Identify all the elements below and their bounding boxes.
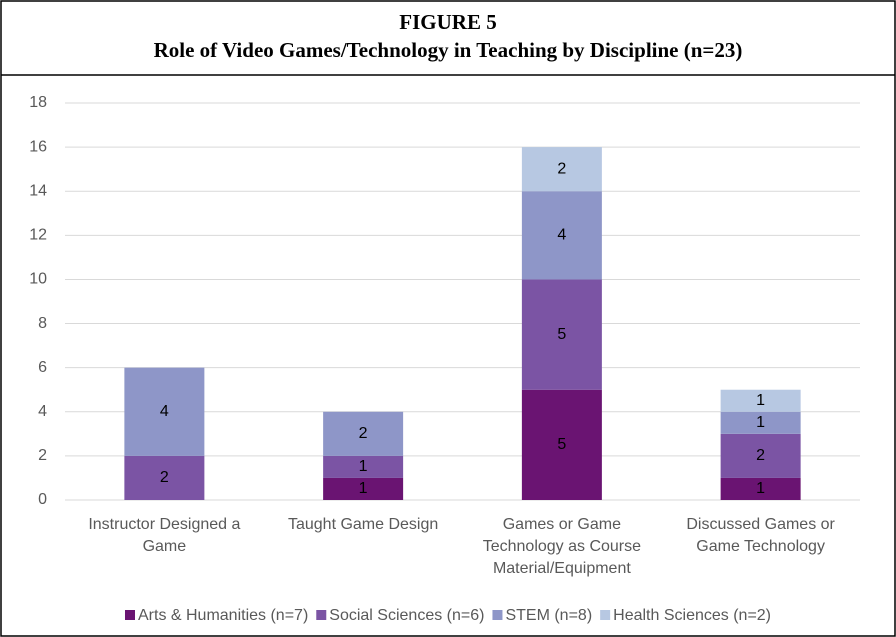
bar-segment [720, 411, 801, 434]
data-label: 4 [160, 403, 169, 420]
data-label: 2 [756, 447, 765, 464]
data-label: 1 [756, 480, 765, 497]
bar-segment [521, 389, 602, 500]
legend-swatch [600, 610, 611, 620]
legend-label: Health Sciences (n=2) [613, 607, 771, 624]
bar-segment [720, 433, 801, 478]
bar-segment [323, 455, 404, 478]
y-tick-label: 4 [38, 403, 47, 420]
bar-segment [521, 279, 602, 390]
legend-label: Social Sciences (n=6) [329, 607, 484, 624]
legend-swatch [492, 610, 503, 620]
bar-segment [124, 455, 205, 500]
y-tick-label: 16 [29, 138, 47, 155]
bar-segment [720, 389, 801, 412]
y-tick-label: 0 [38, 491, 47, 508]
x-tick-label: Games or Game Technology as Course Materia… [483, 516, 641, 577]
data-label: 2 [359, 425, 368, 442]
y-tick-label: 14 [29, 182, 47, 199]
y-tick-label: 2 [38, 447, 47, 464]
y-tick-label: 6 [38, 359, 47, 376]
x-tick-label: Taught Game Design [288, 516, 438, 533]
legend-swatch [124, 610, 135, 620]
bar-segment [720, 477, 801, 500]
y-tick-label: 10 [29, 271, 47, 288]
chart-title: FIGURE 5 [399, 10, 496, 34]
legend: Arts & Humanities (n=7) Social Sciences (… [124, 607, 771, 624]
bar-segment [323, 477, 404, 500]
bar-segment [323, 411, 404, 456]
data-label: 2 [557, 160, 566, 177]
data-label: 1 [359, 480, 368, 497]
x-tick-label: Discussed Games or Game Technology [686, 516, 835, 555]
legend-label: STEM (n=8) [505, 607, 592, 624]
bar-segment [521, 191, 602, 280]
legend-swatch [316, 610, 327, 620]
data-label: 1 [359, 458, 368, 475]
chart-subtitle: Role of Video Games/Technology in Teachi… [154, 38, 743, 62]
y-tick-label: 8 [38, 315, 47, 332]
data-label: 4 [557, 227, 566, 244]
bar-segment [124, 367, 205, 456]
data-label: 1 [756, 414, 765, 431]
data-label: 1 [756, 392, 765, 409]
y-tick-label: 12 [29, 227, 47, 244]
x-tick-label: Instructor Designed a Game [88, 516, 240, 555]
y-tick-label: 18 [29, 94, 47, 111]
data-label: 5 [557, 436, 566, 453]
data-label: 2 [160, 469, 169, 486]
bar-segment [521, 147, 602, 192]
data-label: 5 [557, 326, 566, 343]
legend-label: Arts & Humanities (n=7) [138, 607, 308, 624]
